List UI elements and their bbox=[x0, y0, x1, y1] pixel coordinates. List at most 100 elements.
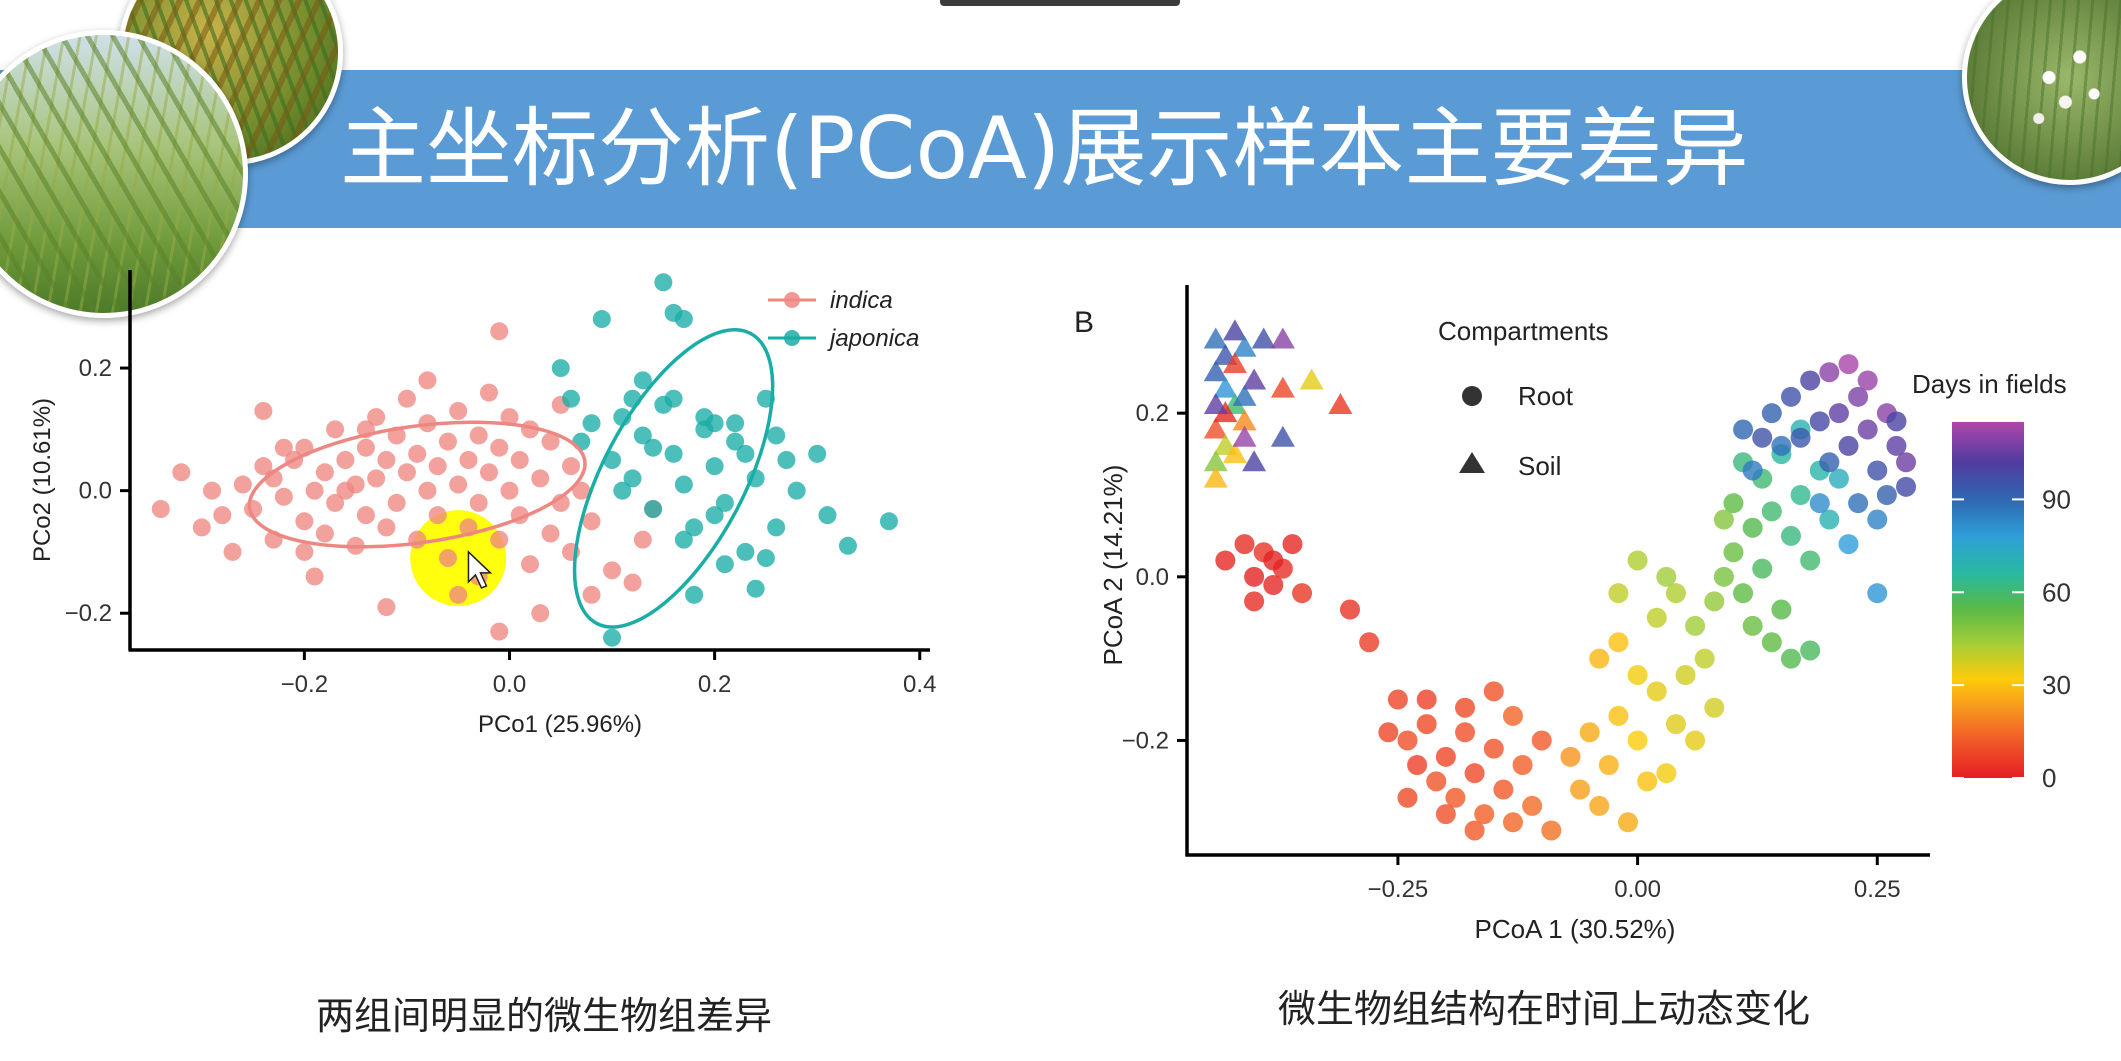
Soil-point-21 bbox=[1222, 352, 1247, 374]
Root-point-114 bbox=[1896, 452, 1917, 473]
Root-point-105 bbox=[1819, 362, 1840, 383]
Root-point-48 bbox=[1665, 714, 1686, 735]
Soil-point-23 bbox=[1203, 393, 1228, 414]
Root-point-70 bbox=[1780, 525, 1801, 546]
indica-point-37 bbox=[428, 506, 447, 525]
Root-point-46 bbox=[1646, 681, 1667, 702]
japonica-point-18 bbox=[736, 542, 755, 561]
Root-point-104 bbox=[1838, 354, 1859, 375]
indica-point-30 bbox=[387, 493, 406, 512]
japonica-point-28 bbox=[674, 310, 693, 329]
indica-point-18 bbox=[326, 420, 345, 439]
japonica-point-42 bbox=[613, 481, 632, 500]
indica-point-42 bbox=[449, 401, 468, 420]
Root-point-68 bbox=[1761, 501, 1782, 522]
Root-point-98 bbox=[1857, 419, 1878, 440]
x-tick-label-0: −0.2 bbox=[281, 671, 328, 698]
japonica-point-23 bbox=[787, 481, 806, 500]
Soil-point-19 bbox=[1242, 450, 1267, 472]
indica-point-67 bbox=[633, 530, 652, 549]
Root-point-49 bbox=[1675, 665, 1696, 685]
japonica-point-33 bbox=[674, 530, 693, 549]
title-banner bbox=[0, 70, 2121, 228]
Root-point-66 bbox=[1742, 517, 1763, 538]
japonica-point-46 bbox=[736, 444, 755, 463]
indica-point-27 bbox=[377, 518, 396, 537]
Root-point-16 bbox=[1426, 771, 1447, 792]
japonica-point-40 bbox=[746, 579, 765, 598]
window-handle bbox=[940, 0, 1180, 6]
Root-point-37 bbox=[1560, 746, 1581, 767]
legend-marker-japonica bbox=[784, 330, 800, 346]
indica-point-48 bbox=[479, 383, 498, 402]
indica-point-50 bbox=[490, 438, 509, 457]
japonica-point-12 bbox=[674, 475, 693, 494]
x-tick-label-2: 0.2 bbox=[698, 671, 731, 698]
Root-point-18 bbox=[1445, 787, 1466, 808]
x-tick-label-3: 0.4 bbox=[903, 671, 936, 698]
indica-ellipse bbox=[247, 420, 587, 549]
japonica-point-43 bbox=[644, 438, 663, 457]
indica-point-40 bbox=[438, 549, 457, 568]
japonica-point-0 bbox=[551, 359, 570, 378]
japonica-point-2 bbox=[572, 432, 591, 451]
indica-point-73 bbox=[531, 604, 550, 623]
legend-marker-indica bbox=[784, 292, 800, 308]
Root-point-40 bbox=[1589, 795, 1610, 816]
Root-point-78 bbox=[1742, 615, 1763, 636]
caption-right: 微生物组结构在时间上动态变化 bbox=[1278, 987, 1811, 1031]
slide-title: 主坐标分析(PCoA)展示样本主要差异 bbox=[340, 99, 1749, 199]
x-tick-label-0: −0.25 bbox=[1368, 876, 1429, 903]
legend-label-indica: indica bbox=[830, 287, 893, 314]
y-tick-label-1: 0.0 bbox=[1136, 564, 1169, 591]
colorbar-tick-label-0: 0 bbox=[2042, 763, 2056, 793]
Root-point-108 bbox=[1848, 493, 1869, 514]
indica-point-25 bbox=[367, 408, 386, 427]
Root-point-25 bbox=[1512, 755, 1533, 775]
indica-point-13 bbox=[295, 512, 314, 531]
Soil-point-18 bbox=[1270, 425, 1295, 447]
Root-point-24 bbox=[1502, 705, 1523, 726]
Root-point-109 bbox=[1867, 583, 1888, 604]
Root-point-62 bbox=[1704, 591, 1725, 612]
Root-point-50 bbox=[1685, 730, 1706, 751]
Root-point-26 bbox=[1522, 795, 1543, 816]
indica-point-61 bbox=[562, 457, 581, 476]
x-tick-label-1: 0.00 bbox=[1614, 876, 1661, 903]
Root-point-19 bbox=[1455, 722, 1476, 743]
y-axis-label: PCoA 2 (14.21%) bbox=[1098, 465, 1128, 666]
Soil-point-17 bbox=[1328, 393, 1353, 414]
japonica-point-7 bbox=[623, 469, 642, 488]
indica-point-23 bbox=[356, 438, 375, 457]
Root-point-6 bbox=[1282, 534, 1303, 555]
japonica-point-17 bbox=[726, 432, 745, 451]
Root-point-17 bbox=[1435, 746, 1456, 767]
Root-point-75 bbox=[1828, 468, 1849, 489]
Root-point-72 bbox=[1800, 550, 1821, 571]
indica-point-52 bbox=[500, 408, 519, 427]
Root-point-11 bbox=[1359, 632, 1380, 653]
japonica-point-34 bbox=[715, 555, 734, 574]
Root-point-12 bbox=[1387, 689, 1408, 710]
indica-point-19 bbox=[326, 493, 345, 512]
indica-point-58 bbox=[541, 524, 560, 543]
Root-point-2 bbox=[1244, 566, 1265, 587]
Root-point-8 bbox=[1263, 550, 1284, 571]
Root-point-9 bbox=[1244, 591, 1265, 612]
shape-legend-title: Compartments bbox=[1438, 316, 1609, 346]
indica-point-51 bbox=[500, 481, 519, 500]
indica-point-20 bbox=[336, 451, 355, 469]
Root-point-42 bbox=[1608, 705, 1629, 726]
indica-point-4 bbox=[213, 506, 232, 525]
indica-point-70 bbox=[377, 598, 396, 617]
Root-point-21 bbox=[1474, 804, 1495, 825]
japonica-point-9 bbox=[644, 500, 663, 519]
japonica-point-32 bbox=[726, 414, 745, 433]
indica-point-3 bbox=[203, 481, 222, 500]
Root-point-28 bbox=[1541, 820, 1562, 841]
mouse-pointer-icon bbox=[467, 550, 493, 589]
Root-point-32 bbox=[1502, 812, 1523, 833]
Root-point-55 bbox=[1627, 665, 1648, 685]
Root-point-27 bbox=[1531, 730, 1552, 751]
japonica-point-4 bbox=[592, 310, 611, 329]
